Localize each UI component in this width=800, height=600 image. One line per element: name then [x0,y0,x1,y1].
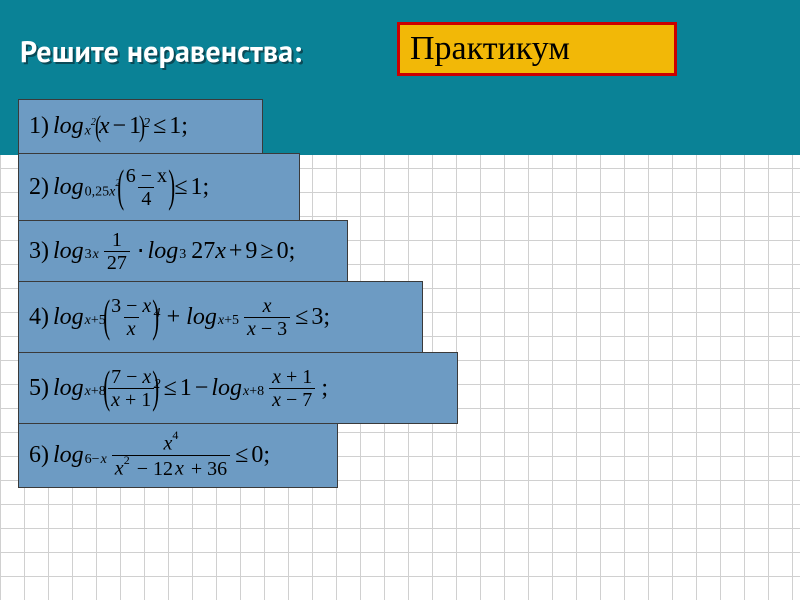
equation-row-4: 4) log x+5 ( 3 − x x ) 4 + log x+5 x x −… [18,281,423,353]
fraction: 6 − x 4 [123,166,170,209]
log-base: 6−x [85,452,107,468]
semi: ; [263,442,270,469]
rhs: 1 [191,174,203,201]
le: ≤ [164,375,177,402]
log-base: x+5 [218,313,239,329]
plus: + [167,304,181,331]
log-fn: log [53,375,84,402]
equation-row-3: 3) log 3x 1 27 ⋅ log 3 27 x + 9 ≥ 0 ; [18,220,348,282]
row-number: 5) [29,375,49,402]
equation-row-5: 5) log x+8 ( 7 − x x + 1 ) 2 ≤ 1 − log x… [18,352,458,424]
le: ≤ [174,174,187,201]
fraction: x x − 3 [244,296,290,339]
power: 2 [154,377,161,393]
semi: ; [181,113,188,140]
power: 2 [143,116,150,132]
log-fn: log [148,238,179,265]
semi: ; [203,174,210,201]
le: ≤ [295,304,308,331]
equation-row-2: 2) log 0,25x2 ( 6 − x 4 ) ≤ 1 ; [18,153,300,221]
var-x: x [215,238,226,265]
cdot: ⋅ [137,237,145,266]
row-number: 6) [29,442,49,469]
row-number: 2) [29,174,49,201]
log-fn: log [186,304,217,331]
minus: − [113,113,127,140]
rparen: ) [168,159,175,212]
equation-row-6: 6) log 6−x x4 x2 − 12x + 36 ≤ 0 ; [18,423,338,488]
semi: ; [289,238,296,265]
log-fn: log [211,375,242,402]
equation-list: 1) log x2 ( x − 1 ) 2 ≤ 1 ; 2) log 0,25x… [18,100,458,488]
row-number: 3) [29,238,49,265]
equation-row-1: 1) log x2 ( x − 1 ) 2 ≤ 1 ; [18,99,263,154]
log-fn: log [53,174,84,201]
log-fn: log [53,304,84,331]
row-number: 1) [29,113,49,140]
log-base: x+8 [243,384,264,400]
fraction: 7 − x x + 1 [108,367,154,410]
rhs: 3 [311,304,323,331]
rhs: 0 [251,442,263,469]
log-base: 3x [85,247,99,263]
lparen: ( [103,360,110,413]
praktikum-box: Практикум [397,22,677,76]
minus: − [195,375,209,402]
nine: 9 [245,238,257,265]
coef: 27 [191,238,215,265]
fraction: x4 x2 − 12x + 36 [112,432,230,478]
one: 1 [180,375,192,402]
log-fn: log [53,113,84,140]
lparen: ( [95,110,101,144]
ge: ≥ [260,238,273,265]
power: 4 [154,306,161,322]
plus: + [229,238,243,265]
fraction: 3 − x x [108,296,154,339]
rhs: 1 [169,113,181,140]
log-fn: log [53,442,84,469]
lparen: ( [103,289,110,342]
le: ≤ [235,442,248,469]
semi: ; [321,375,328,402]
semi: ; [323,304,330,331]
fraction: 1 27 [104,230,130,273]
log-fn: log [53,238,84,265]
log-base: 3 [179,247,186,263]
le: ≤ [153,113,166,140]
page-title: Решите неравенства: [20,32,302,71]
row-number: 4) [29,304,49,331]
rhs: 0 [277,238,289,265]
lparen: ( [118,159,125,212]
log-base: 0,25x2 [85,182,121,201]
fraction: x + 1 x − 7 [269,367,315,410]
